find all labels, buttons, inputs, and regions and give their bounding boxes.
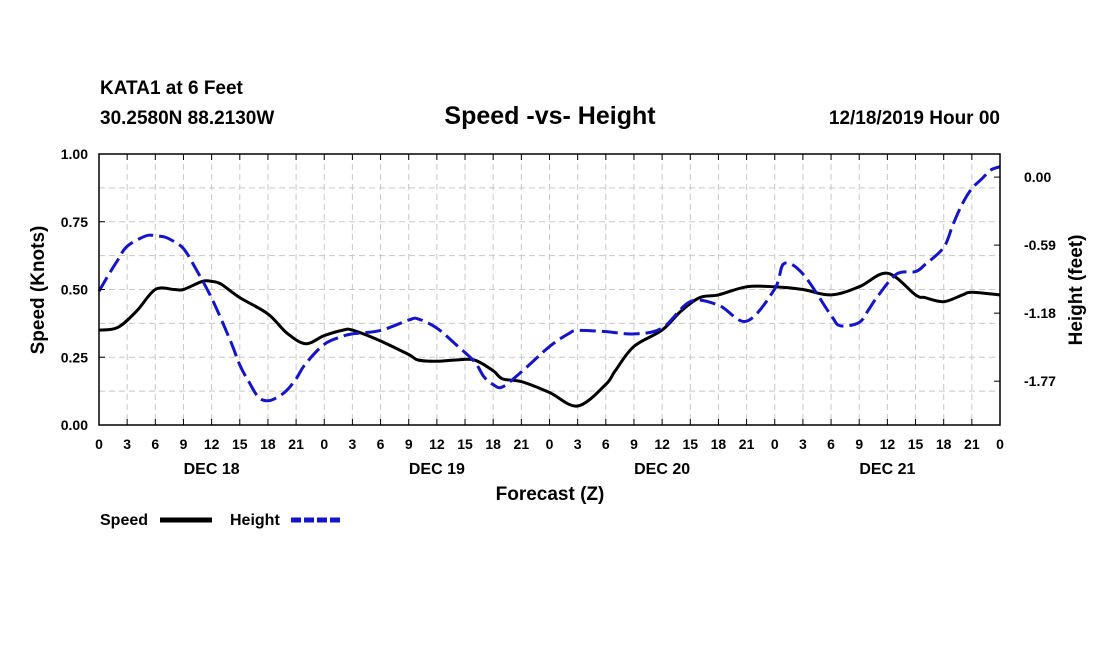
x-tick-label: 15 [682,436,698,452]
x-tick-label: 9 [405,436,413,452]
coordinates-label: 30.2580N 88.2130W [100,108,274,129]
y-tick-label: 0.75 [61,214,88,230]
x-tick-label: 6 [827,436,835,452]
x-tick-label: 18 [260,436,276,452]
x-tick-label: 6 [602,436,610,452]
x-tick-label: 15 [457,436,473,452]
chart-title: Speed -vs- Height [444,102,656,130]
axis-tick-labels: 0 3 6 9 12 15 18 21 0 3 6 9 12 15 18 21 0 3 6 9 12 15 18 21 0 3 6 9… [61,146,1056,478]
x-tick-label: 3 [349,436,357,452]
x-tick-label: 12 [880,436,896,452]
y-tick-label: 1.00 [61,146,88,162]
x-tick-label: 18 [936,436,952,452]
x-tick-label: 0 [320,436,328,452]
x-tick-label: 3 [799,436,807,452]
x-tick-label: 0 [771,436,779,452]
y-tick-label: 0.25 [61,349,88,365]
y2-axis-title: Height (feet) [1066,235,1087,346]
legend-label-speed: Speed [100,512,148,529]
y-axis-title: Speed (Knots) [28,226,49,355]
y2-tick-label: -1.18 [1024,305,1056,321]
y2-tick-label: 0.00 [1024,169,1051,185]
series-line-height [97,165,1001,403]
x-tick-label: 21 [514,436,530,452]
x-tick-label: 3 [574,436,582,452]
day-label: DEC 19 [409,461,465,478]
run-date-label: 12/18/2019 Hour 00 [829,108,1000,129]
x-tick-label: 12 [204,436,220,452]
day-label: DEC 20 [634,461,690,478]
series-lines [97,165,1001,408]
x-axis-title: Forecast (Z) [496,484,605,505]
y2-tick-label: -0.59 [1024,237,1056,253]
x-tick-label: 12 [429,436,445,452]
x-tick-label: 6 [377,436,385,452]
x-tick-label: 21 [739,436,755,452]
legend-label-height: Height [230,512,280,529]
day-label: DEC 18 [184,461,240,478]
y-tick-label: 0.00 [61,417,88,433]
x-tick-label: 6 [151,436,159,452]
x-tick-label: 9 [180,436,188,452]
x-tick-label: 9 [855,436,863,452]
x-tick-label: 0 [546,436,554,452]
x-tick-label: 18 [711,436,727,452]
x-tick-label: 0 [996,436,1004,452]
grid-lines [99,154,1000,425]
y-tick-label: 0.50 [61,282,88,298]
x-tick-label: 0 [95,436,103,452]
x-tick-label: 21 [964,436,980,452]
x-tick-label: 3 [123,436,131,452]
station-label: KATA1 at 6 Feet [100,78,244,99]
x-tick-label: 15 [232,436,248,452]
series-line-speed [98,271,1001,408]
x-tick-label: 18 [485,436,501,452]
x-tick-label: 9 [630,436,638,452]
x-tick-label: 12 [654,436,670,452]
axis-ticks [98,153,1001,426]
day-label: DEC 21 [859,461,915,478]
y2-tick-label: -1.77 [1024,373,1056,389]
x-tick-label: 21 [288,436,304,452]
x-tick-label: 15 [908,436,924,452]
legend: Speed Height [100,512,343,529]
